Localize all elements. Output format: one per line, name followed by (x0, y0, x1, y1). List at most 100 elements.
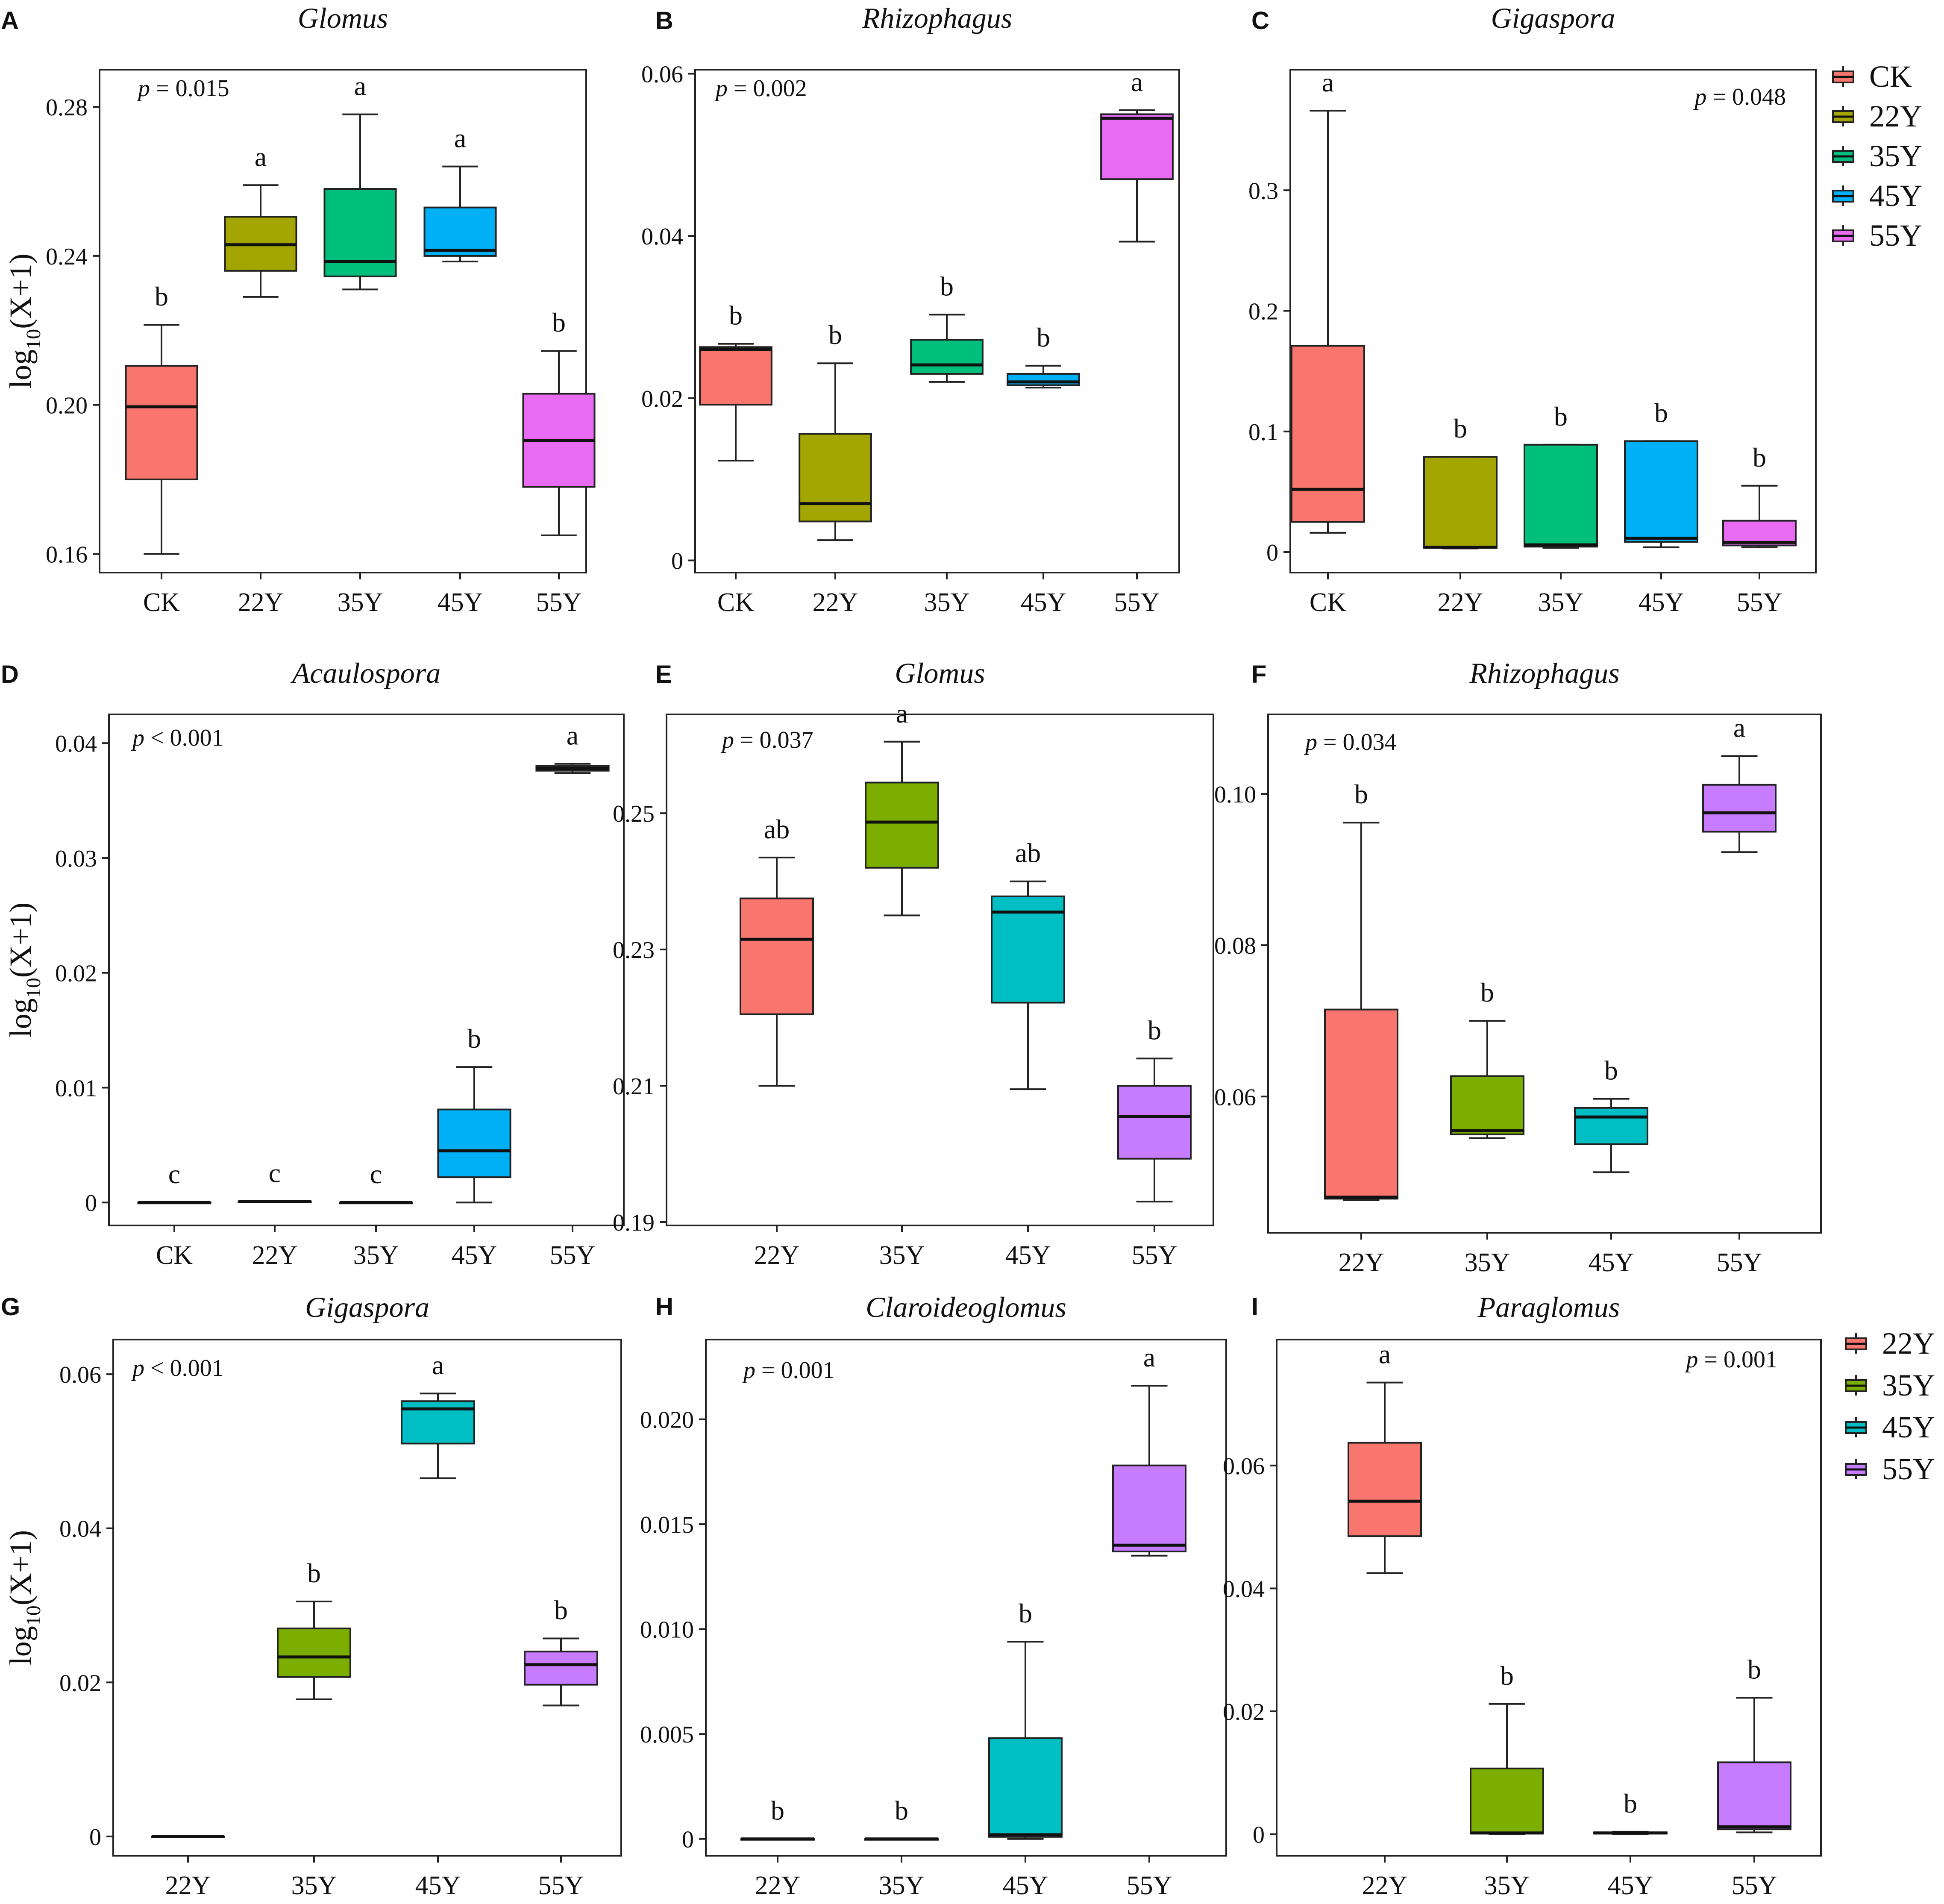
p-value: = 0.037 (734, 727, 813, 753)
significance-letter: a (432, 1350, 444, 1380)
p-symbol: p (131, 725, 144, 751)
box-35Y: a 35Y (865, 698, 939, 1270)
y-axis-label-log: log (3, 350, 38, 389)
box-35Y: b 35Y (864, 1795, 939, 1900)
box-body (910, 339, 984, 375)
significance-letter: b (1354, 779, 1368, 809)
legends-layer: CK 22Y 35Y 45Y 55Y 22Y 35Y 45Y 55Y (1832, 59, 1935, 1486)
y-tick-label: 0.21 (613, 1073, 655, 1100)
y-tick-label: 0 (1266, 540, 1278, 566)
panel-A: A Glomus 0.16 0.20 0.24 0.28 log10(X+1) p = 0.0… (1, 2, 596, 617)
significance-letter: a (454, 123, 466, 153)
box-body (740, 897, 814, 1015)
y-tick-label: 0.020 (640, 1407, 694, 1434)
panel-title: Paraglomus (1477, 1291, 1620, 1323)
legend-label: 55Y (1882, 1452, 1935, 1486)
y-axis-label-tail: (X+1) (3, 253, 38, 329)
x-tick-label: 45Y (1639, 588, 1684, 617)
p-value: = 0.015 (150, 75, 229, 102)
significance-letter: b (155, 281, 168, 311)
y-tick-label: 0.02 (55, 961, 97, 987)
y-tick-label: 0.23 (613, 937, 655, 964)
box-body (1007, 373, 1080, 386)
y-tick-label: 0.2 (1248, 299, 1278, 325)
legend-top: CK 22Y 35Y 45Y 55Y (1832, 59, 1922, 253)
panel-title: Rhizophagus (862, 2, 1012, 34)
y-tick-label: 0.03 (55, 846, 97, 872)
panel-title: Acaulospora (291, 657, 441, 689)
p-value: = 0.048 (1706, 84, 1786, 110)
p-value: = 0.001 (1698, 1346, 1777, 1373)
box-body (799, 433, 872, 523)
p-value-label: p = 0.002 (714, 75, 807, 102)
legend-item-45Y: 45Y (1845, 1410, 1935, 1444)
legend-label: 55Y (1869, 218, 1922, 253)
box-body (437, 1108, 511, 1178)
x-tick-label: 35Y (879, 1241, 925, 1270)
x-tick-label: 35Y (291, 1871, 337, 1900)
box-22Y: b 22Y (1423, 413, 1498, 617)
x-tick-label: 45Y (452, 1241, 497, 1270)
box-body (125, 365, 198, 481)
legend-item-35Y: 35Y (1845, 1368, 1935, 1402)
panel-title: Rhizophagus (1469, 657, 1619, 689)
y-tick-label: 0.19 (613, 1210, 655, 1236)
x-tick-label: 55Y (550, 1241, 596, 1270)
legend-label: 35Y (1882, 1368, 1935, 1402)
p-symbol: p (136, 75, 150, 102)
panel-letter: H (655, 1293, 673, 1321)
significance-letter: b (1480, 977, 1494, 1008)
panel-letter: E (655, 661, 672, 688)
p-value-label: p = 0.001 (742, 1357, 835, 1384)
legend-item-22Y: 22Y (1845, 1326, 1935, 1360)
box-35Y: b 35Y (277, 1558, 351, 1900)
panel-letter: C (1251, 7, 1269, 35)
significance-letter: b (1604, 1055, 1618, 1086)
box-55Y: a 55Y (535, 720, 610, 1270)
p-value-label: p = 0.034 (1304, 729, 1397, 755)
x-tick-label: CK (1310, 588, 1346, 617)
plot-frame (705, 1339, 1227, 1857)
box-45Y: b 45Y (1574, 1055, 1648, 1277)
plot-frame (1289, 69, 1817, 573)
y-tick-label: 0.04 (641, 223, 683, 250)
x-tick-label: 45Y (415, 1871, 461, 1900)
panel-title: Gigaspora (1491, 2, 1615, 34)
box-body (1470, 1767, 1544, 1835)
box-55Y: b 55Y (522, 307, 596, 617)
x-tick-label: 35Y (1465, 1248, 1510, 1277)
box-55Y: b 55Y (524, 1595, 598, 1900)
x-tick-label: 22Y (1339, 1248, 1384, 1277)
box-body (1112, 1464, 1186, 1552)
panel-letter: I (1251, 1293, 1258, 1321)
panel-B: B Rhizophagus 0 0.02 0.04 0.06 p = 0.002 b CK b 22… (641, 2, 1180, 617)
significance-letter: b (1753, 442, 1766, 473)
box-35Y: b 35Y (910, 271, 984, 617)
box-35Y: b 35Y (1450, 977, 1524, 1277)
panel-letter: D (1, 661, 19, 688)
box-CK: a CK (1291, 67, 1365, 617)
box-body (1117, 1085, 1192, 1160)
y-axis-label-sub: 10 (22, 978, 45, 998)
box-body (1717, 1761, 1791, 1831)
x-tick-label: 55Y (1114, 588, 1160, 617)
box-55Y: a 55Y (1100, 67, 1174, 617)
y-axis-label: log10(X+1) (3, 253, 45, 389)
box-22Y: b 22Y (1324, 779, 1398, 1277)
box-22Y: c 22Y (238, 1158, 312, 1270)
plot-frame (99, 69, 587, 573)
y-tick-label: 0.04 (59, 1516, 101, 1543)
significance-letter: a (1379, 1339, 1391, 1369)
box-body (323, 188, 397, 277)
box-45Y: a 45Y (401, 1350, 475, 1900)
p-symbol: p (720, 727, 734, 753)
box-body (1324, 1008, 1398, 1200)
plot-frame (694, 69, 1180, 573)
x-tick-label: 22Y (813, 588, 858, 617)
legend-label: 45Y (1882, 1410, 1935, 1444)
box-CK: b CK (125, 281, 198, 617)
box-22Y: a 22Y (1348, 1339, 1422, 1900)
box-CK: b CK (699, 300, 772, 617)
box-22Y: b 22Y (799, 320, 872, 617)
y-tick-label: 0.06 (641, 61, 683, 88)
